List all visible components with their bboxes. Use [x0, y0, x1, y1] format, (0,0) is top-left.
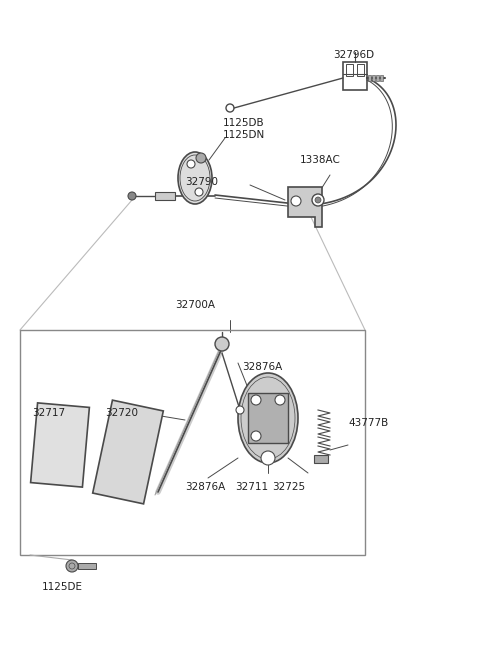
Text: 32790: 32790: [185, 177, 218, 187]
Bar: [357, 64, 364, 76]
Bar: [372, 75, 375, 81]
Text: 32876A: 32876A: [242, 362, 282, 372]
Text: 1338AC: 1338AC: [300, 155, 341, 165]
Circle shape: [187, 160, 195, 168]
Polygon shape: [288, 187, 322, 227]
Circle shape: [215, 337, 229, 351]
Ellipse shape: [178, 152, 212, 204]
Text: 1125DB: 1125DB: [223, 118, 264, 128]
Circle shape: [251, 431, 261, 441]
Ellipse shape: [238, 373, 298, 463]
Bar: [314, 455, 328, 463]
Bar: [346, 64, 353, 76]
Circle shape: [195, 188, 203, 196]
Text: 32711: 32711: [235, 482, 268, 492]
Circle shape: [236, 406, 244, 414]
Text: 32876A: 32876A: [185, 482, 225, 492]
Bar: [368, 75, 371, 81]
Circle shape: [251, 395, 261, 405]
Circle shape: [315, 197, 321, 203]
Circle shape: [291, 196, 301, 206]
Bar: [343, 62, 367, 90]
Text: 1125DN: 1125DN: [223, 130, 265, 140]
Circle shape: [312, 194, 324, 206]
Circle shape: [196, 153, 206, 163]
Bar: [380, 75, 383, 81]
Bar: [20, 330, 365, 555]
Text: 1125DE: 1125DE: [42, 582, 83, 592]
Bar: [376, 75, 379, 81]
Text: 32700A: 32700A: [175, 300, 215, 310]
Bar: [155, 192, 175, 200]
Bar: [248, 393, 288, 443]
Circle shape: [66, 560, 78, 572]
Text: 32796D: 32796D: [333, 50, 374, 60]
Text: 32717: 32717: [32, 408, 65, 418]
Polygon shape: [93, 400, 163, 504]
Polygon shape: [31, 403, 89, 487]
Text: 32725: 32725: [272, 482, 305, 492]
Bar: [78, 563, 96, 569]
Text: 43777B: 43777B: [348, 418, 388, 428]
Circle shape: [261, 451, 275, 465]
Text: 32720: 32720: [105, 408, 138, 418]
Circle shape: [275, 395, 285, 405]
Circle shape: [128, 192, 136, 200]
